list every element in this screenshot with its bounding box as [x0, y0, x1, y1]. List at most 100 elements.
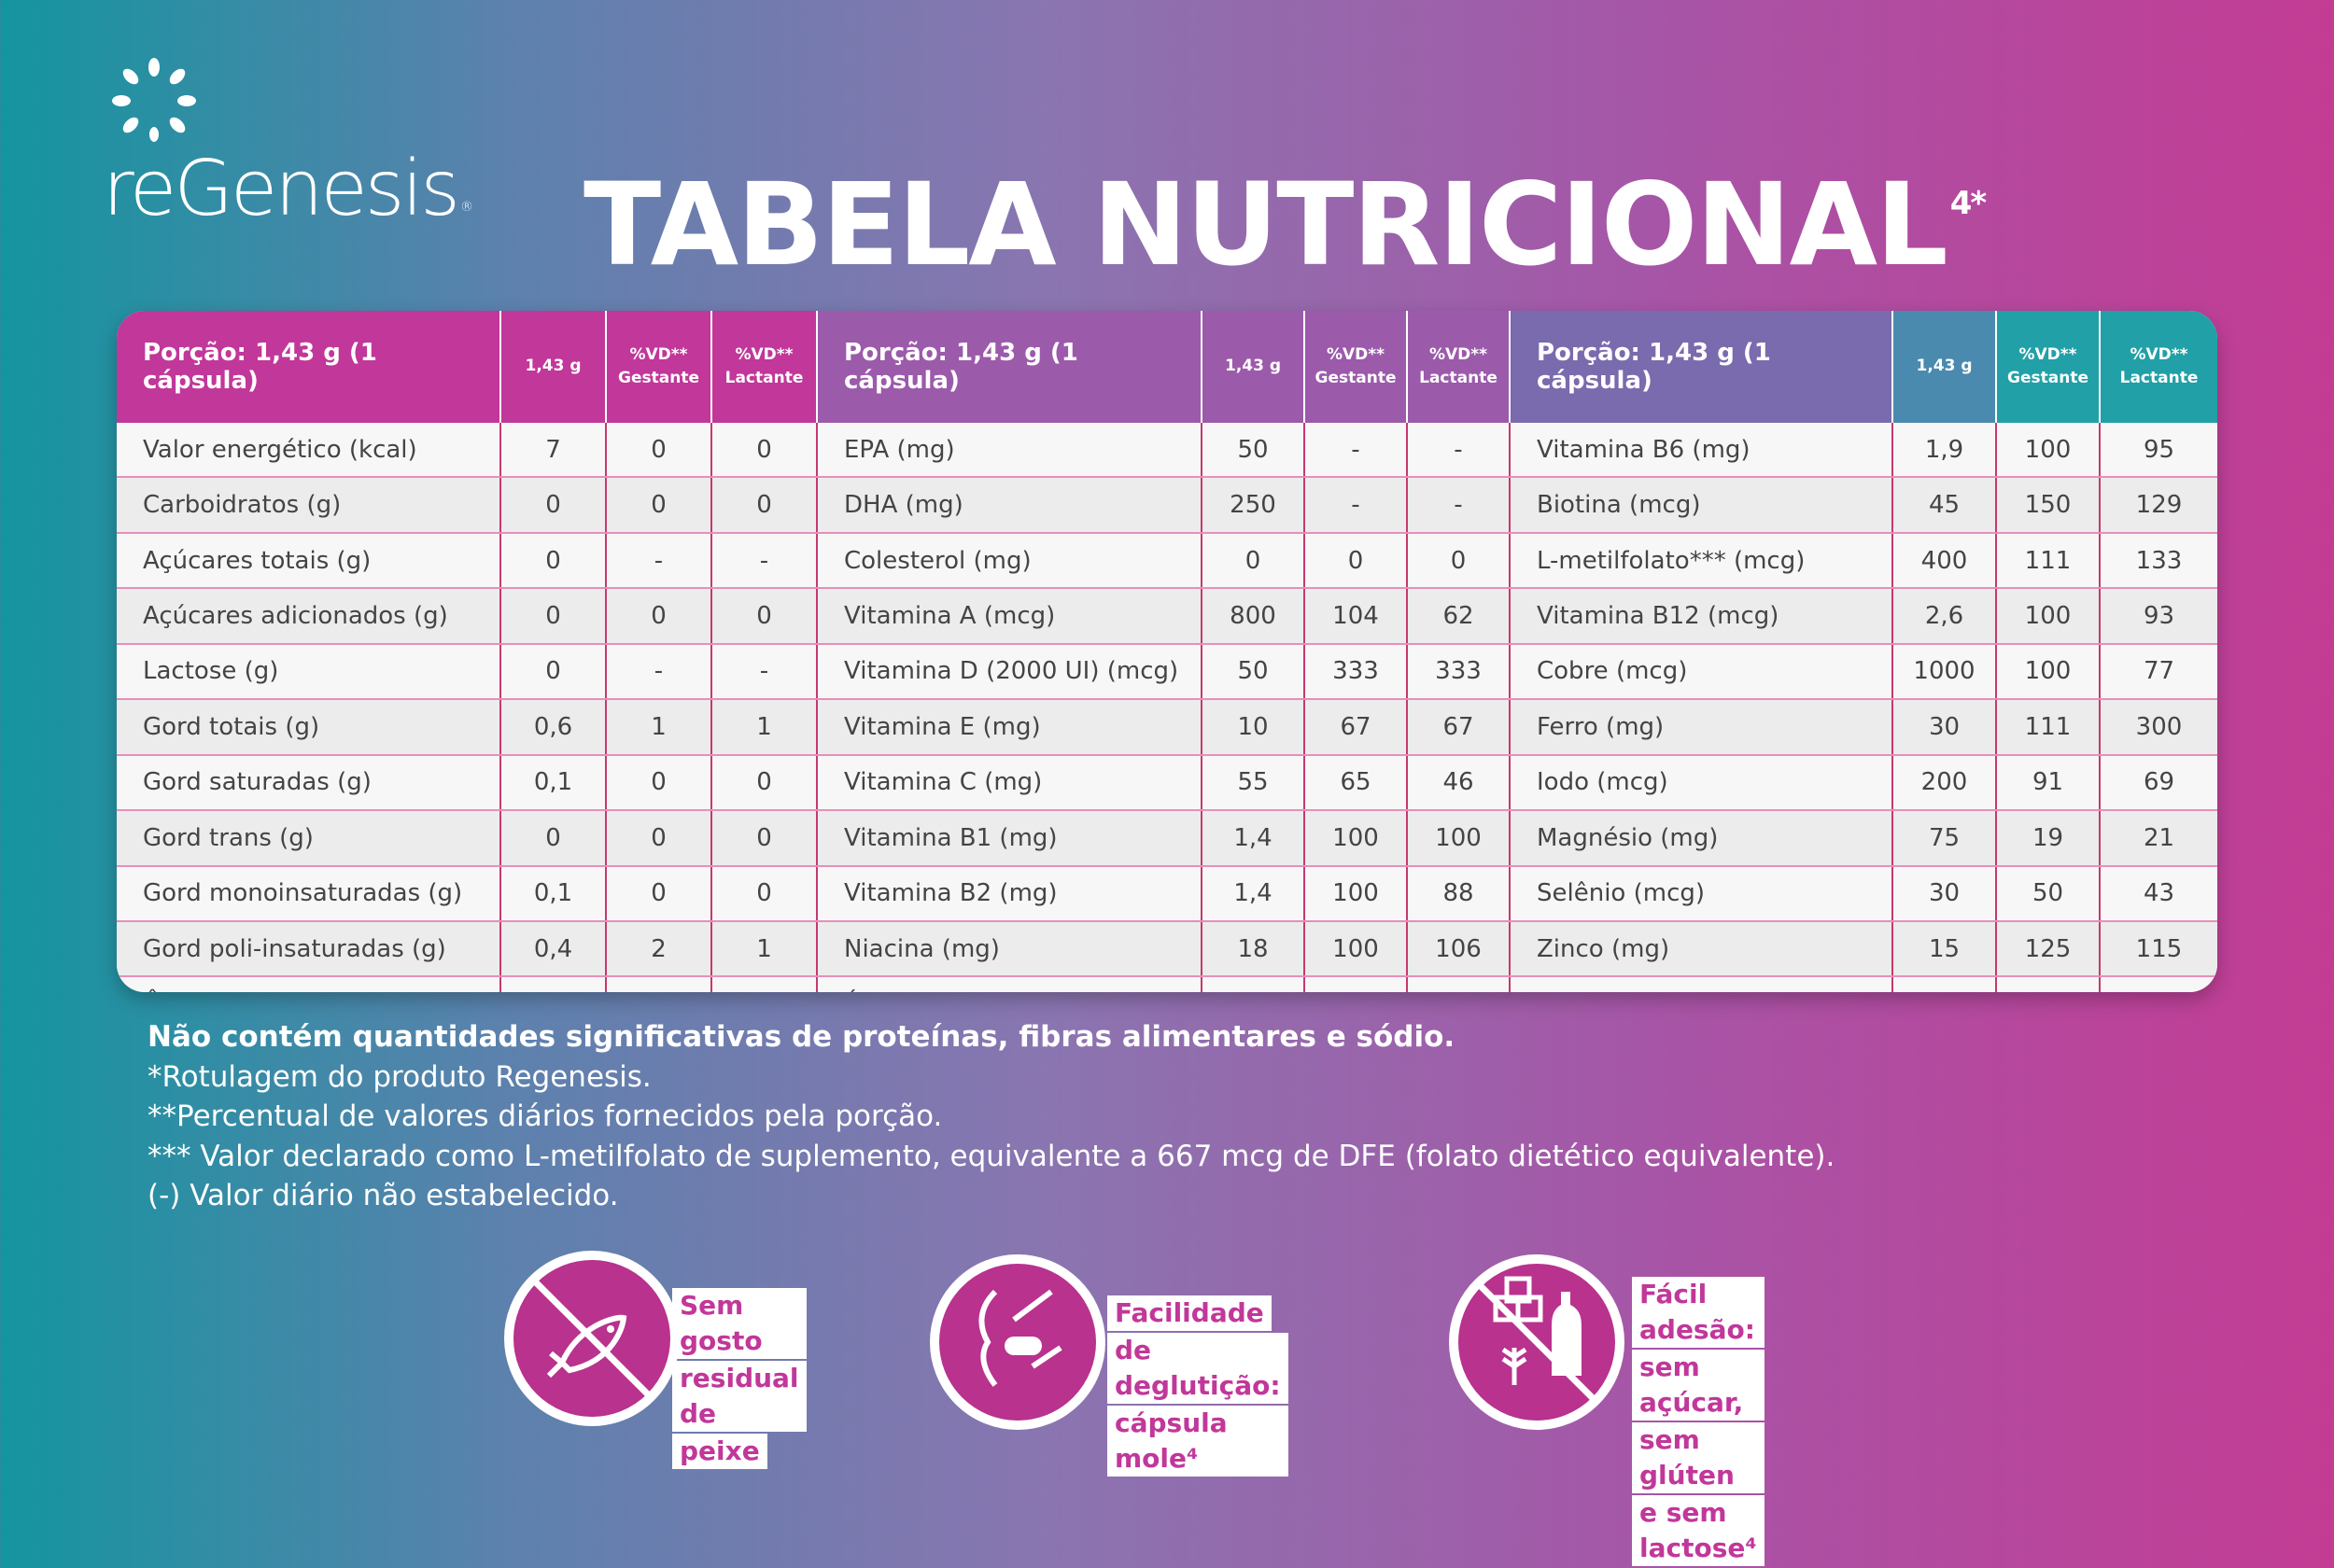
nutrient-value-cell: 0	[711, 477, 818, 534]
nutrient-name-cell: Gord poli-insaturadas (g)	[117, 920, 501, 978]
nutrient-value-cell	[1892, 976, 1997, 992]
nutrient-name-cell: EPA (mg)	[817, 423, 1202, 479]
nutrient-value-cell: 0,4	[500, 920, 607, 978]
nutrient-value-cell: 0	[500, 477, 607, 534]
header-vd-lactante-2: %VD** Lactante	[1407, 311, 1511, 423]
nutrient-value-cell: 69	[2100, 754, 2217, 812]
nutrient-value-cell: -	[1304, 423, 1408, 479]
nutrient-value-cell: 133	[2100, 532, 2217, 590]
nutrient-name-cell: L-metilfolato*** (mcg)	[1510, 532, 1893, 590]
nutrient-name-cell: Gord monoinsaturadas (g)	[117, 865, 501, 922]
nutrient-value-cell: 111	[1996, 699, 2101, 756]
nutrition-table-card: Porção: 1,43 g (1 cápsula) 1,43 g %VD** G…	[117, 311, 2217, 992]
header-vd-gestante-2: %VD** Gestante	[1304, 311, 1408, 423]
header-vd-lactante-1: %VD** Lactante	[711, 311, 818, 423]
table-row: Açúcares adicionados (g) 0 0 0 Vitamina A (m…	[117, 588, 2217, 645]
header-porcao-3: Porção: 1,43 g (1 cápsula)	[1510, 311, 1893, 423]
nutrient-value-cell: 250	[1202, 477, 1305, 534]
table-row: Valor energético (kcal) 7 0 0 EPA (mg) 50- - Vi…	[117, 423, 2217, 479]
nutrient-value-cell: 21	[2100, 810, 2217, 867]
header-porcao-1: Porção: 1,43 g (1 cápsula)	[117, 311, 501, 423]
nutrient-name-cell: Biotina (mcg)	[1510, 477, 1893, 534]
nutrient-value-cell: 0	[711, 865, 818, 922]
nutrient-value-cell: 88	[1407, 865, 1511, 922]
note-not-significant: Não contém quantidades significativas de…	[148, 1020, 1455, 1054]
nutrient-name-cell: Vitamina A (mcg)	[817, 588, 1202, 645]
nutrient-value-cell: 79	[1407, 976, 1511, 992]
fish-crossed-icon	[504, 1251, 680, 1426]
nutrient-value-cell: -	[1304, 477, 1408, 534]
sugar-gluten-lactose-crossed-icon	[1449, 1254, 1624, 1430]
header-vd-gestante-1: %VD** Gestante	[606, 311, 712, 423]
nutrient-value-cell: 65	[1304, 754, 1408, 812]
nutrient-name-cell: Vitamina D (2000 UI) (mcg)	[817, 643, 1202, 701]
nutrient-value-cell: 0	[500, 810, 607, 867]
header-vd-gestante-3: %VD** Gestante	[1996, 311, 2101, 423]
nutrient-value-cell: -	[1407, 477, 1511, 534]
nutrient-name-cell: Vitamina B12 (mcg)	[1510, 588, 1893, 645]
nutrient-value-cell: -	[1407, 423, 1511, 479]
nutrient-value-cell: 46	[1407, 754, 1511, 812]
note-label-source: *Rotulagem do produto Regenesis.	[148, 1059, 652, 1094]
nutrient-name-cell: Vitamina E (mg)	[817, 699, 1202, 756]
badge-easy-swallow-label: Facilidade de deglutição: cápsula mole⁴	[1107, 1295, 1288, 1478]
badge-no-fish-taste-label: Sem gosto residual de peixe	[672, 1288, 807, 1471]
footnotes: Não contém quantidades significativas de…	[148, 1017, 1835, 1216]
brand-name: reGenesis	[103, 145, 460, 233]
nutrient-value-cell: 19	[1996, 810, 2101, 867]
header-amount-2: 1,43 g	[1202, 311, 1305, 423]
nutrient-value-cell: 2	[606, 920, 712, 978]
nutrient-value-cell: 129	[2100, 477, 2217, 534]
nutrient-value-cell: 92	[1304, 976, 1408, 992]
nutrient-value-cell: 0,6	[500, 699, 607, 756]
nutrient-value-cell: 0	[606, 810, 712, 867]
table-row: Gord poli-insaturadas (g) 0,4 2 1 Niacina (m…	[117, 920, 2217, 978]
nutrient-value-cell: 300	[500, 976, 607, 992]
nutrient-value-cell: 150	[1996, 477, 2101, 534]
nutrient-value-cell: 77	[2100, 643, 2217, 701]
nutrient-name-cell: Ômega 3 (mg)	[117, 976, 501, 992]
nutrient-value-cell: 1	[606, 699, 712, 756]
nutrient-name-cell: Açúcares totais (g)	[117, 532, 501, 590]
table-row: Açúcares totais (g) 0- - Colesterol (mg) 0 0 0…	[117, 532, 2217, 590]
page-title: TABELA NUTRICIONAL 4*	[584, 168, 1987, 282]
table-body: Valor energético (kcal) 7 0 0 EPA (mg) 50- - Vi…	[117, 423, 2217, 992]
nutrient-value-cell: 0,1	[500, 865, 607, 922]
nutrient-value-cell: 0	[606, 754, 712, 812]
header-vd-lactante-3: %VD** Lactante	[2100, 311, 2217, 423]
nutrient-value-cell: 6	[606, 976, 712, 992]
nutrient-value-cell: 0	[711, 810, 818, 867]
note-dash: (-) Valor diário não estabelecido.	[148, 1179, 619, 1212]
nutrient-name-cell: Gord saturadas (g)	[117, 754, 501, 812]
nutrient-value-cell: 67	[1407, 699, 1511, 756]
nutrient-value-cell: 100	[1996, 588, 2101, 645]
nutrient-name-cell: Ácido pantotênico (mg)	[817, 976, 1202, 992]
nutrient-name-cell: Vitamina B6 (mg)	[1510, 423, 1893, 479]
nutrient-value-cell: 2,6	[1892, 588, 1997, 645]
nutrient-value-cell: 43	[2100, 865, 2217, 922]
nutrient-value-cell: 50	[1202, 643, 1305, 701]
nutrient-name-cell: Vitamina B1 (mg)	[817, 810, 1202, 867]
nutrient-value-cell: 333	[1304, 643, 1408, 701]
nutrient-value-cell: 30	[1892, 865, 1997, 922]
nutrient-value-cell: 115	[2100, 920, 2217, 978]
nutrient-value-cell: 95	[2100, 423, 2217, 479]
header-amount-1: 1,43 g	[500, 311, 607, 423]
title-superscript: 4*	[1949, 185, 1987, 223]
nutrient-value-cell: 1,4	[1202, 865, 1305, 922]
nutrient-value-cell: 1,4	[1202, 810, 1305, 867]
nutrient-name-cell: DHA (mg)	[817, 477, 1202, 534]
nutrient-value-cell: -	[711, 643, 818, 701]
nutrient-value-cell: 62	[1407, 588, 1511, 645]
table-row: Gord totais (g) 0,6 1 1 Vitamina E (mg) 10 67 6…	[117, 699, 2217, 756]
nutrient-name-cell: Carboidratos (g)	[117, 477, 501, 534]
nutrient-value-cell: 333	[1407, 643, 1511, 701]
nutrient-value-cell: 300	[2100, 699, 2217, 756]
nutrient-value-cell: -	[606, 643, 712, 701]
nutrient-name-cell: Valor energético (kcal)	[117, 423, 501, 479]
nutrient-name-cell: Colesterol (mg)	[817, 532, 1202, 590]
brand-logo: reGenesis ®	[98, 56, 473, 243]
nutrient-value-cell: 1	[711, 920, 818, 978]
nutrient-value-cell: 55	[1202, 754, 1305, 812]
nutrient-value-cell: 0	[606, 588, 712, 645]
